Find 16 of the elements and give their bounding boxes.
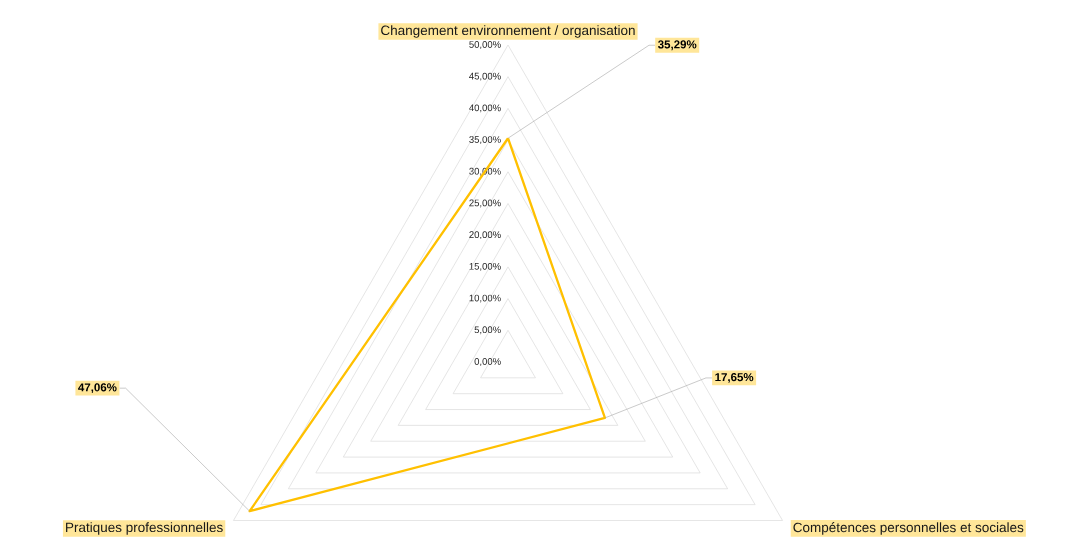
spoke-label: Pratiques professionnelles	[66, 522, 223, 535]
y-tick-label: 5,00%	[474, 326, 501, 335]
y-tick-label: 40,00%	[469, 104, 501, 113]
y-tick-label: 15,00%	[469, 262, 501, 271]
spoke-label: Compétences personnelles et sociales	[793, 522, 1024, 535]
y-tick-label: 0,00%	[474, 358, 501, 366]
y-tick-label: 10,00%	[469, 294, 501, 303]
y-tick-label: 25,00%	[469, 199, 501, 208]
y-tick-label: 35,00%	[469, 136, 501, 145]
y-tick-label: 45,00%	[469, 72, 501, 81]
spoke-label: Changement environnement / organisation	[381, 25, 635, 38]
data-label: 17,65%	[715, 373, 754, 383]
data-label: 47,06%	[78, 383, 117, 394]
data-label: 35,29%	[657, 40, 697, 51]
y-tick-label: 20,00%	[469, 231, 501, 240]
y-tick-label: 50,00%	[469, 41, 501, 49]
